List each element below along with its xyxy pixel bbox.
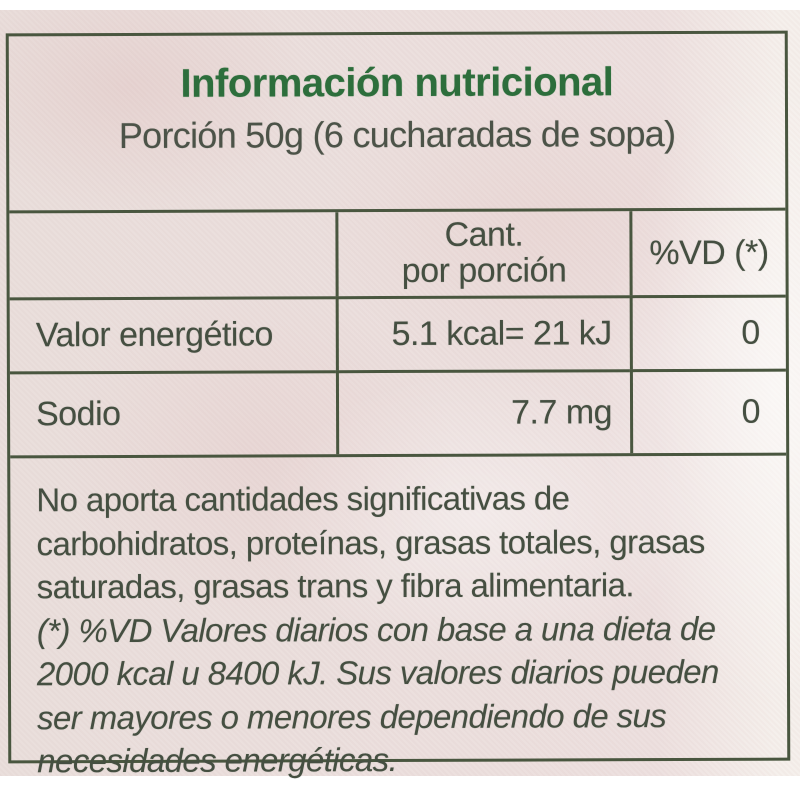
nutrient-amount: 7.7 mg	[335, 369, 631, 455]
no-significant-amounts-note: No aporta cantidades significativas de c…	[36, 479, 705, 606]
nutrition-title: Información nutricional	[180, 60, 614, 106]
nutrition-table: Cant. por porción %VD (*) Valor energéti…	[9, 207, 787, 459]
header-nutrient-cell	[9, 212, 335, 297]
header-amount-label: Cant. por porción	[401, 215, 567, 290]
nutrient-amount: 5.1 kcal= 21 kJ	[335, 295, 630, 371]
label-footnotes: No aporta cantidades significativas de c…	[10, 456, 787, 784]
daily-values-footnote: (*) %VD Valores diarios con base a una d…	[36, 609, 719, 780]
header-amount-cell: Cant. por porción	[335, 211, 630, 297]
nutrient-dv: 0	[629, 368, 787, 454]
nutrient-name: Sodio	[9, 370, 337, 456]
serving-size: Porción 50g (6 cucharadas de sopa)	[118, 113, 676, 156]
package-photo-background: Información nutricional Porción 50g (6 c…	[0, 10, 800, 780]
nutrient-dv: 0	[629, 294, 786, 370]
header-dv-cell: %VD (*)	[629, 210, 786, 296]
nutrition-label: Información nutricional Porción 50g (6 c…	[5, 30, 791, 780]
label-header: Información nutricional Porción 50g (6 c…	[9, 60, 786, 211]
nutrient-name: Valor energético	[9, 296, 336, 372]
